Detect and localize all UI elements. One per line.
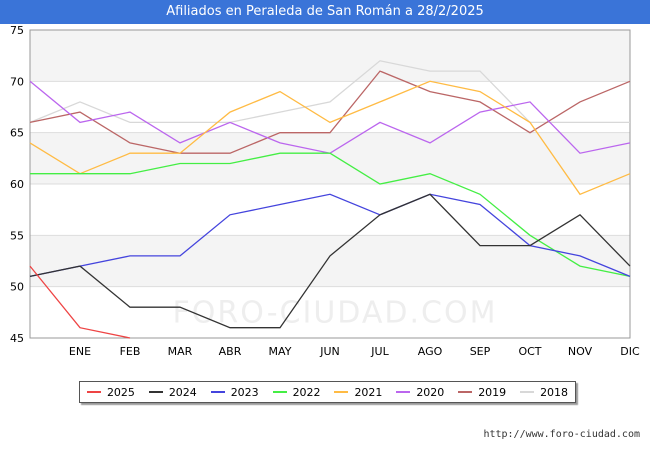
line-chart: FORO-CIUDAD.COM 45 50 55 60 65 70 75 ENE FEB MAR AB… bbox=[10, 24, 640, 358]
x-tick-label: MAY bbox=[269, 345, 292, 358]
x-tick-label: MAR bbox=[168, 345, 193, 358]
y-tick-label: 55 bbox=[10, 229, 24, 242]
legend-item-2021: 2021 bbox=[334, 386, 382, 399]
chart-legend: 2025 2024 2023 2022 2021 2020 2019 2018 bbox=[79, 381, 576, 403]
chart-title: Afiliados en Peraleda de San Román a 28/… bbox=[0, 0, 650, 24]
series-line-2024 bbox=[29, 193, 631, 329]
x-tick-label: SEP bbox=[470, 345, 491, 358]
legend-label: 2019 bbox=[478, 385, 507, 399]
legend-swatch bbox=[210, 391, 225, 393]
y-tick-label: 70 bbox=[10, 75, 24, 88]
legend-label: 2021 bbox=[354, 385, 383, 399]
chart-area: FORO-CIUDAD.COM 45 50 55 60 65 70 75 ENE FEB MAR AB… bbox=[0, 24, 650, 450]
legend-label: 2018 bbox=[540, 385, 569, 399]
legend-label: 2025 bbox=[106, 385, 135, 399]
legend-label: 2020 bbox=[416, 385, 445, 399]
source-credit: http://www.foro-ciudad.com bbox=[483, 429, 640, 440]
series-line-2025 bbox=[29, 265, 131, 339]
legend-item-2020: 2020 bbox=[396, 386, 444, 399]
watermark-text: FORO-CIUDAD.COM bbox=[173, 296, 498, 331]
series-line-2019 bbox=[29, 70, 631, 154]
grid-band bbox=[30, 30, 630, 82]
legend-item-2018: 2018 bbox=[520, 386, 568, 399]
legend-label: 2023 bbox=[230, 385, 259, 399]
x-tick-label: NOV bbox=[568, 345, 593, 358]
x-tick-label: FEB bbox=[120, 345, 141, 358]
plot-frame bbox=[29, 29, 631, 339]
y-tick-label: 75 bbox=[10, 24, 24, 37]
x-tick-label: JUN bbox=[319, 345, 340, 358]
legend-item-2023: 2023 bbox=[210, 385, 259, 399]
series-line-2022 bbox=[30, 152, 631, 278]
grid-band bbox=[30, 132, 630, 184]
x-tick-label: AGO bbox=[418, 345, 443, 358]
legend-label: 2024 bbox=[168, 385, 197, 399]
legend-swatch bbox=[458, 391, 473, 393]
y-tick-label: 50 bbox=[10, 281, 24, 294]
legend-swatch bbox=[148, 391, 163, 393]
legend-item-2024: 2024 bbox=[148, 385, 197, 399]
x-tick-label: ENE bbox=[69, 345, 91, 358]
legend-swatch bbox=[86, 391, 101, 393]
legend-item-2025: 2025 bbox=[86, 385, 135, 399]
x-tick-label: JUL bbox=[370, 345, 389, 358]
series-line-2021 bbox=[29, 80, 631, 196]
legend-item-2019: 2019 bbox=[458, 386, 506, 399]
x-tick-label: ABR bbox=[219, 345, 242, 358]
grid-band bbox=[30, 235, 630, 287]
legend-item-2022: 2022 bbox=[272, 385, 321, 399]
x-tick-label: DIC bbox=[620, 345, 640, 358]
legend-swatch bbox=[334, 391, 349, 393]
legend-swatch bbox=[396, 391, 411, 393]
legend-swatch bbox=[272, 391, 287, 393]
x-tick-label: OCT bbox=[518, 345, 541, 358]
legend-swatch bbox=[520, 391, 535, 393]
y-tick-label: 65 bbox=[10, 127, 24, 140]
y-tick-label: 60 bbox=[10, 178, 24, 191]
legend-label: 2022 bbox=[292, 385, 321, 399]
y-tick-label: 45 bbox=[10, 332, 24, 345]
